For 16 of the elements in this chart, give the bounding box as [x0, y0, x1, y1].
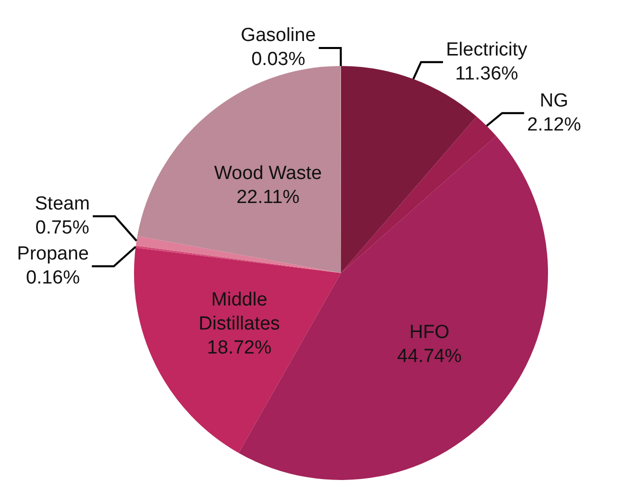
slice-label: Middle Distillates — [198, 289, 280, 334]
slice-label: Wood Waste — [214, 162, 322, 184]
data-label: 22.11% — [236, 186, 300, 208]
data-label: 0.03% — [251, 49, 306, 70]
data-label: 44.74% — [397, 346, 462, 367]
slice-label: Propane — [17, 243, 89, 264]
data-label: 0.75% — [35, 217, 90, 238]
data-label: 18.72% — [207, 337, 272, 358]
slice-label: Electricity — [446, 39, 528, 60]
slice-label: NG — [540, 90, 568, 112]
slice-label: HFO — [409, 322, 450, 343]
data-label: 0.16% — [26, 267, 80, 288]
slice-label: Steam — [34, 193, 90, 214]
data-label: 2.12% — [527, 114, 582, 136]
slice-label: Gasoline — [240, 25, 316, 46]
data-label: 11.36% — [455, 63, 518, 84]
